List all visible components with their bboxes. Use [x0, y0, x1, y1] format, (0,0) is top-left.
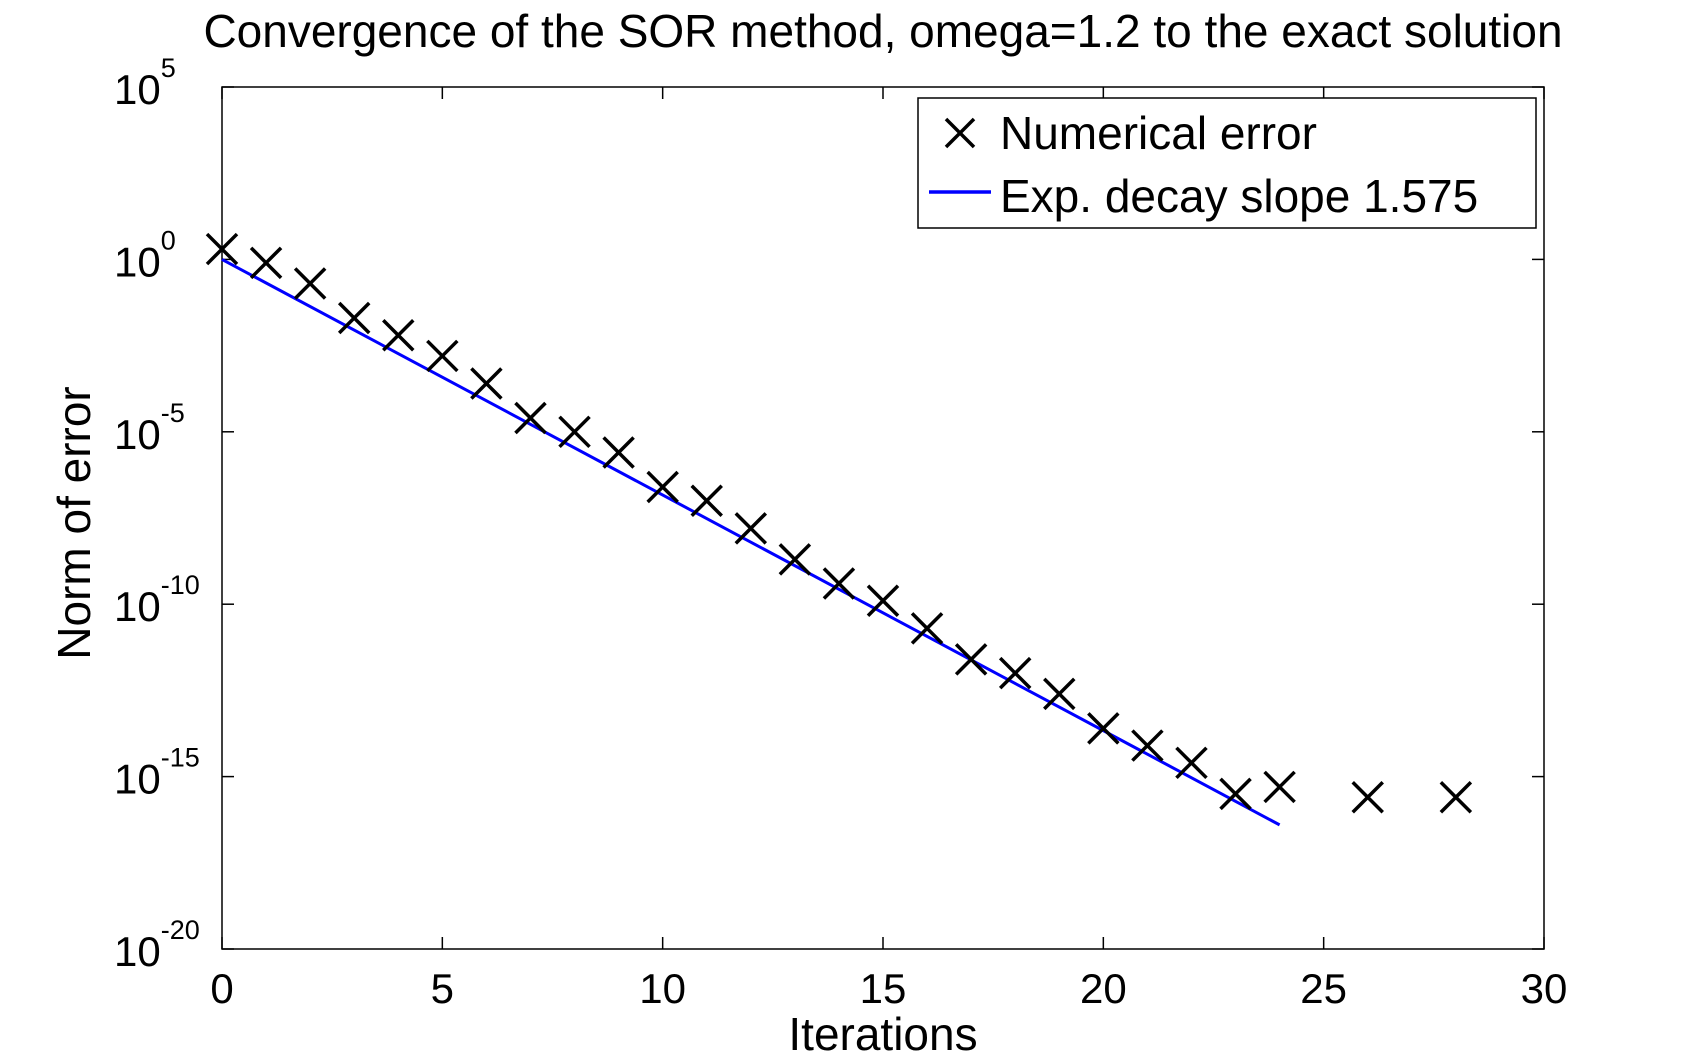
axis-ticks: [221, 86, 1545, 950]
data-point-marker: [1175, 746, 1208, 780]
y-tick-label: 10-5: [114, 398, 185, 458]
data-point-marker: [646, 470, 679, 504]
legend: Numerical error Exp. decay slope 1.575: [917, 97, 1537, 229]
data-point-marker: [954, 643, 988, 676]
x-tick-label: 30: [1521, 965, 1568, 1012]
x-tick-label: 5: [431, 965, 454, 1012]
data-point-marker: [866, 584, 900, 617]
data-point-marker: [426, 339, 459, 373]
y-tick-label: 100: [114, 225, 176, 285]
legend-marker-x-icon: [944, 117, 976, 149]
legend-box: [917, 97, 1537, 229]
y-axis-tick-labels: 105 100 10-5 10-10 10-15 10-20: [114, 53, 200, 975]
data-point-marker: [293, 267, 327, 300]
data-point-marker: [1219, 777, 1252, 811]
data-point-marker: [1043, 677, 1076, 711]
x-tick-label: 25: [1300, 965, 1347, 1012]
data-point-marker: [1263, 770, 1296, 804]
chart-title: Convergence of the SOR method, omega=1.2…: [203, 5, 1562, 57]
x-axis-tick-labels: 0 5 10 15 20 25 30: [210, 965, 1567, 1012]
legend-label-numerical-error: Numerical error: [1000, 107, 1317, 159]
data-point-marker: [910, 612, 944, 645]
data-point-marker: [690, 484, 723, 517]
data-point-marker: [1087, 712, 1120, 745]
data-point-marker: [778, 543, 812, 576]
data-point-marker: [249, 246, 283, 280]
x-tick-label: 0: [210, 965, 233, 1012]
legend-label-exp-decay: Exp. decay slope 1.575: [1000, 170, 1478, 222]
y-tick-label: 10-20: [114, 915, 200, 975]
data-point-marker: [1439, 781, 1473, 814]
plot-area: [221, 86, 1545, 950]
data-point-marker: [998, 656, 1032, 690]
data-point-marker: [205, 232, 239, 266]
data-point-marker: [514, 401, 547, 435]
data-point-marker: [1131, 729, 1164, 762]
data-point-marker: [558, 415, 591, 449]
x-tick-label: 15: [860, 965, 907, 1012]
data-point-marker: [734, 512, 768, 545]
x-tick-label: 20: [1080, 965, 1127, 1012]
series-markers-group: [205, 232, 1473, 814]
data-point-marker: [382, 319, 415, 352]
data-point-marker: [337, 301, 371, 335]
data-point-marker: [822, 567, 856, 600]
data-point-marker: [470, 367, 503, 400]
x-tick-label: 10: [639, 965, 686, 1012]
data-point-marker: [602, 436, 635, 469]
x-axis-label: Iterations: [788, 1008, 977, 1057]
y-tick-label: 10-10: [114, 570, 200, 630]
y-axis-label: Norm of error: [48, 386, 100, 659]
data-point-marker: [1351, 781, 1384, 814]
y-tick-label: 105: [114, 53, 176, 113]
y-tick-label: 10-15: [114, 743, 200, 803]
